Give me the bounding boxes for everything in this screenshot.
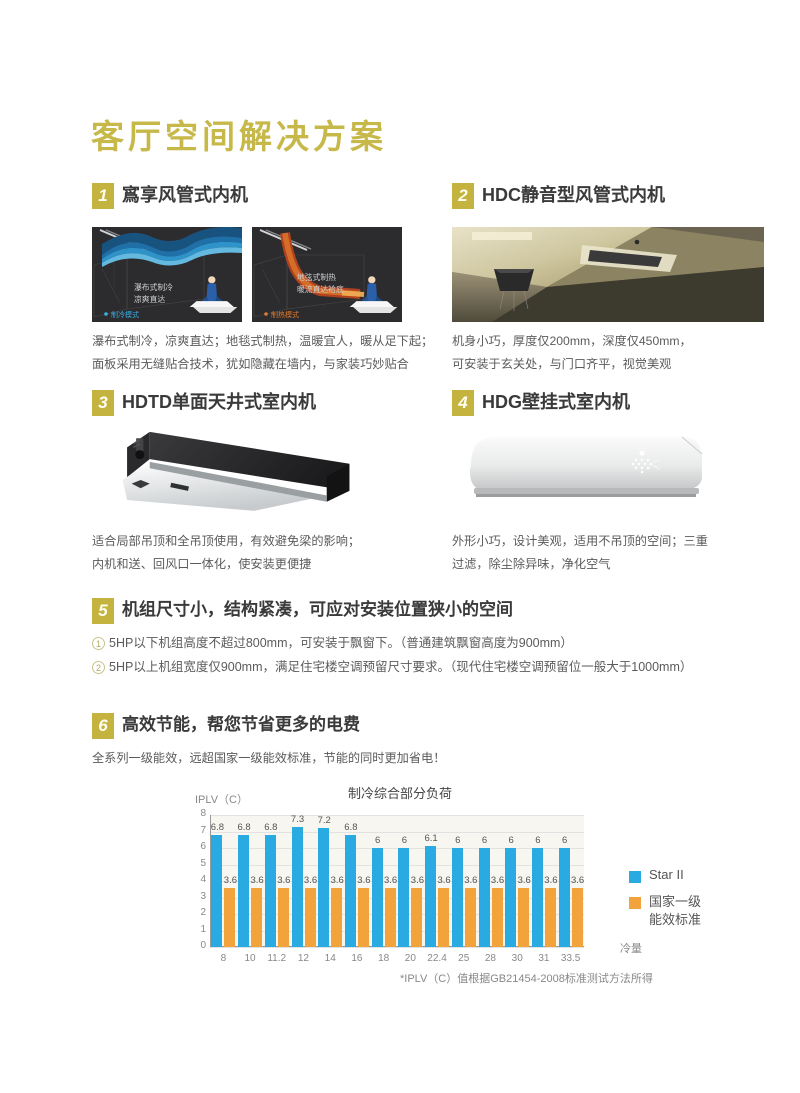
svg-text:地弦式制热: 地弦式制热	[297, 272, 336, 282]
svg-text:凉爽直达: 凉爽直达	[134, 294, 165, 304]
svg-text:瀑布式制冷: 瀑布式制冷	[134, 282, 173, 292]
svg-text:制冷模式: 制冷模式	[111, 310, 139, 319]
svg-text:制热模式: 制热模式	[271, 310, 299, 319]
svg-text:暖流直达袷底: 暖流直达袷底	[297, 284, 344, 294]
